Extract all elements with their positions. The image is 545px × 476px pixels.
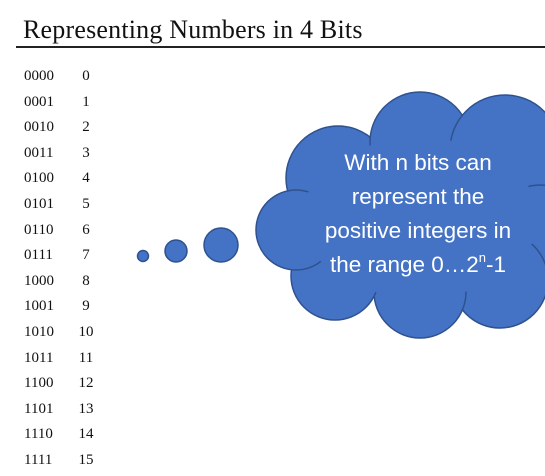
thought-cloud: [255, 91, 545, 339]
range-suffix: -1: [486, 252, 507, 277]
thought-dot-large: [203, 227, 239, 263]
decimal-value: 12: [78, 375, 94, 392]
binary-value: 0100: [24, 170, 54, 187]
exponent: n: [478, 249, 487, 265]
slide-title: Representing Numbers in 4 Bits: [23, 15, 363, 44]
decimal-value: 1: [82, 93, 90, 110]
range-text: the range 0…2: [329, 252, 479, 277]
callout-line: represent the: [351, 184, 485, 209]
binary-value: 0111: [24, 247, 53, 264]
decimal-value: 14: [78, 426, 94, 443]
binary-value: 1001: [24, 298, 54, 315]
binary-value: 1101: [24, 400, 54, 417]
thought-bubble-text: With n bits can represent the positive i…: [300, 146, 536, 282]
thought-dot-medium: [164, 239, 188, 263]
decimal-value: 2: [82, 119, 90, 136]
decimal-value: 8: [82, 272, 90, 289]
decimal-value: 10: [78, 323, 94, 340]
decimal-value: 4: [82, 170, 90, 187]
decimal-value: 15: [78, 451, 94, 468]
callout-line: With n bits can: [344, 150, 492, 175]
binary-value: 1011: [24, 349, 54, 366]
binary-value: 0011: [24, 144, 54, 161]
binary-value: 1010: [24, 323, 54, 340]
decimal-value: 6: [82, 221, 90, 238]
binary-value: 0010: [24, 119, 54, 136]
callout-line-range: the range 0…2n-1: [300, 248, 536, 282]
binary-value: 0110: [24, 221, 54, 238]
decimal-value: 3: [82, 144, 90, 161]
decimal-value: 0: [82, 68, 90, 84]
title-divider: [16, 46, 545, 48]
binary-value: 1110: [24, 426, 53, 443]
binary-value: 1111: [24, 451, 53, 468]
decimal-value: 9: [82, 298, 90, 315]
binary-value: 1000: [24, 272, 54, 289]
decimal-value: 7: [82, 247, 90, 264]
binary-value: 0001: [24, 93, 54, 110]
thought-dot-small: [136, 249, 150, 263]
thought-trail-dots: [136, 227, 239, 263]
decimal-value: 11: [78, 349, 94, 366]
binary-value: 1100: [24, 375, 54, 392]
decimal-value: 13: [78, 400, 94, 417]
decimal-value: 5: [82, 195, 90, 212]
binary-value: 0101: [24, 195, 54, 212]
binary-value: 0000: [24, 68, 54, 84]
callout-line: positive integers in: [324, 218, 512, 243]
